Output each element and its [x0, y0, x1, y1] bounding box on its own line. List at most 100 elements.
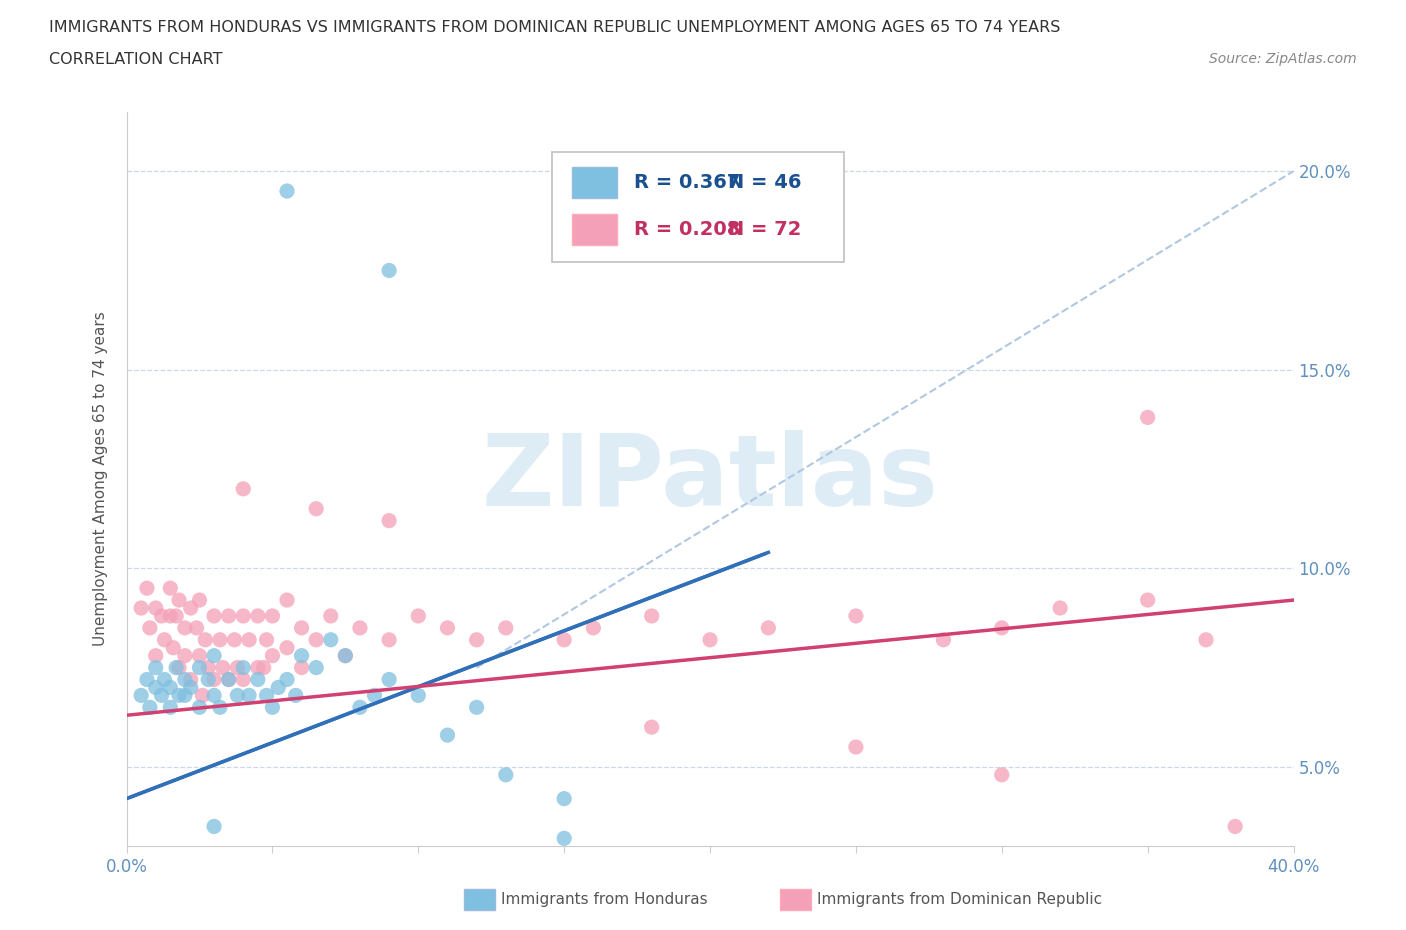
Point	[640, 720, 664, 735]
Text: IMMIGRANTS FROM HONDURAS VS IMMIGRANTS FROM DOMINICAN REPUBLIC UNEMPLOYMENT AMON: IMMIGRANTS FROM HONDURAS VS IMMIGRANTS F…	[49, 20, 1060, 35]
Point	[159, 700, 181, 715]
Point	[153, 672, 176, 687]
Point	[284, 688, 307, 703]
FancyBboxPatch shape	[553, 152, 844, 262]
Point	[150, 688, 173, 703]
Point	[159, 608, 181, 623]
Point	[408, 688, 430, 703]
Point	[640, 608, 664, 623]
Point	[180, 680, 202, 695]
Text: ZIPatlas: ZIPatlas	[482, 431, 938, 527]
Point	[208, 700, 231, 715]
Point	[159, 580, 181, 595]
Point	[495, 620, 517, 635]
Point	[305, 501, 328, 516]
Point	[159, 680, 181, 695]
Point	[226, 688, 249, 703]
Point	[495, 767, 517, 782]
Text: N = 72: N = 72	[727, 220, 801, 239]
Point	[180, 672, 202, 687]
Point	[305, 660, 328, 675]
Point	[232, 672, 254, 687]
Point	[129, 601, 152, 616]
Point	[553, 830, 575, 845]
Point	[167, 660, 190, 675]
Point	[153, 632, 176, 647]
Point	[276, 183, 298, 198]
Point	[145, 648, 167, 663]
Point	[465, 700, 488, 715]
Point	[1136, 410, 1159, 425]
Point	[246, 672, 269, 687]
Bar	[572, 167, 617, 198]
Point	[349, 700, 371, 715]
Point	[290, 660, 312, 675]
Point	[202, 648, 225, 663]
Point	[136, 580, 159, 595]
Point	[436, 620, 458, 635]
Point	[305, 632, 328, 647]
Point	[1223, 819, 1246, 834]
Point	[262, 700, 284, 715]
Point	[150, 608, 173, 623]
Point	[186, 620, 208, 635]
Point	[378, 632, 401, 647]
Point	[699, 632, 721, 647]
Point	[335, 648, 357, 663]
Point	[180, 601, 202, 616]
Point	[136, 672, 159, 687]
Point	[211, 660, 233, 675]
Y-axis label: Unemployment Among Ages 65 to 74 years: Unemployment Among Ages 65 to 74 years	[93, 312, 108, 646]
Point	[267, 680, 290, 695]
Point	[582, 620, 605, 635]
Point	[218, 672, 240, 687]
Point	[145, 680, 167, 695]
Point	[139, 620, 162, 635]
Point	[1136, 592, 1159, 607]
Point	[224, 632, 246, 647]
Point	[162, 640, 184, 655]
Point	[167, 592, 190, 607]
Point	[932, 632, 955, 647]
Point	[256, 632, 278, 647]
Point	[1049, 601, 1071, 616]
Point	[290, 648, 312, 663]
Point	[990, 620, 1012, 635]
Point	[246, 608, 269, 623]
Point	[276, 640, 298, 655]
Point	[129, 688, 152, 703]
Point	[378, 263, 401, 278]
Point	[290, 620, 312, 635]
Point	[1195, 632, 1218, 647]
Point	[174, 688, 197, 703]
Bar	[572, 215, 617, 246]
Point	[202, 672, 225, 687]
Point	[319, 632, 342, 647]
Point	[276, 672, 298, 687]
Point	[349, 620, 371, 635]
Point	[218, 608, 240, 623]
Point	[165, 608, 187, 623]
Point	[553, 632, 575, 647]
Point	[226, 660, 249, 675]
Point	[191, 688, 214, 703]
Text: Source: ZipAtlas.com: Source: ZipAtlas.com	[1209, 52, 1357, 66]
Point	[253, 660, 276, 675]
Point	[174, 672, 197, 687]
Point	[218, 672, 240, 687]
Point	[276, 592, 298, 607]
Point	[145, 660, 167, 675]
Text: Immigrants from Honduras: Immigrants from Honduras	[501, 892, 707, 907]
Point	[174, 620, 197, 635]
Point	[262, 608, 284, 623]
Point	[188, 700, 211, 715]
Point	[845, 608, 868, 623]
Point	[990, 767, 1012, 782]
Point	[262, 648, 284, 663]
Point	[202, 608, 225, 623]
Point	[197, 672, 219, 687]
Point	[202, 819, 225, 834]
Point	[188, 648, 211, 663]
Text: N = 46: N = 46	[727, 173, 801, 193]
Point	[238, 632, 260, 647]
